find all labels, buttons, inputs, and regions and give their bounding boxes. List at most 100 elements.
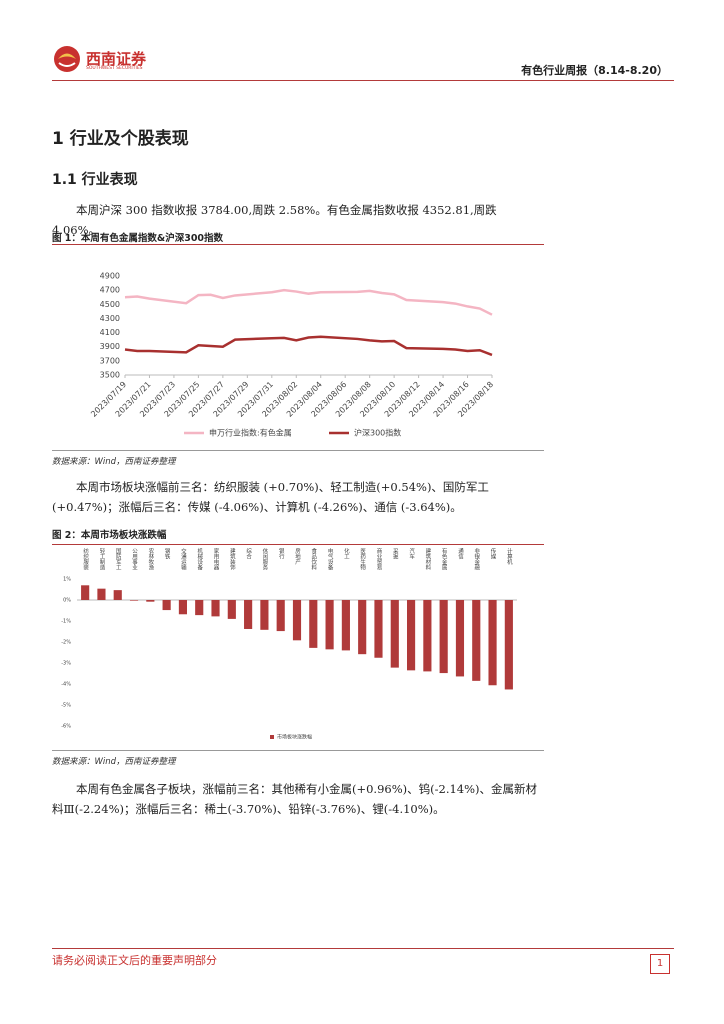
brand: 西南证券 [86,50,147,68]
category-label: 交通运输 [180,547,187,572]
bar [488,600,497,686]
y-tick-label: 1% [63,577,71,583]
logo [54,46,80,72]
category-label: 家用电器 [213,547,220,572]
category-label: 国防军工 [115,548,122,571]
category-label: 有色金属 [441,547,448,572]
bar [195,600,204,616]
chart: 1% 0% -1% -2% -3% -4% -5% -6% 纺织服装 轻工制造 国防军工 公用事业 农林… [61,547,517,741]
y-tick-label: 4100 [100,328,120,337]
bar [178,600,187,615]
category-label: 食品饮料 [310,547,317,572]
figure-rule [52,450,544,451]
category-label: 建筑装饰 [229,547,236,572]
bar [129,600,139,601]
legend-label: 市场板块涨跌幅 [277,734,312,741]
legend-label: 沪深300指数 [354,428,401,438]
header-rule [52,80,674,81]
y-tick-label: -2% [61,640,71,646]
bar [260,600,269,630]
bar [423,600,432,672]
category-label: 非银金融 [473,547,480,572]
figure-source: 数据来源：Wind，西南证券整理 [52,757,176,767]
category-label: 商业贸易 [375,547,382,572]
category-label: 休闲服务 [261,547,268,572]
bar [113,590,122,600]
bar [292,600,302,641]
y-tick-label: 4500 [100,300,120,309]
category-label: 传媒 [490,547,497,561]
bar [276,600,285,632]
figure-rule [52,750,544,751]
figure-caption: 图 1：本周有色金属指数&沪深300指数 [52,233,224,244]
y-tick-label: 0% [63,598,71,604]
category-label: 采掘 [392,547,399,561]
category-label: 建筑材料 [424,547,431,572]
bar [227,600,236,619]
category-label: 纺织服装 [82,547,89,572]
paragraph: 本周有色金属各子板块，涨幅前三名：其他稀有小金属(+0.96%)、钨(-2.14… [52,782,538,816]
category-label: 农林牧渔 [147,547,154,572]
bar [81,585,90,600]
y-tick-label: 3500 [100,371,120,380]
category-label: 汽车 [408,547,415,561]
line [124,288,493,316]
bar [472,600,481,681]
footer-rule [52,948,674,949]
y-tick-label: -4% [61,682,71,688]
y-tick-label: -5% [61,703,71,709]
page-number: 1 [650,954,670,974]
bar [325,600,334,650]
y-tick-label: 4900 [100,272,120,281]
legend-swatch [270,735,274,739]
bar [455,600,465,677]
category-label: 化工 [343,547,350,560]
category-label: 轻工制造 [98,547,105,572]
paragraph: 本周市场板块涨幅前三名：纺织服装 (+0.70%)、轻工制造(+0.54%)、国… [52,480,489,514]
bar [341,600,350,651]
bar [358,600,367,655]
y-tick-label: 3900 [100,342,120,351]
bar [309,600,318,648]
paragraph: 本周沪深 300 指数收报 3784.00,周跌 2.58%。有色金属指数收报 … [52,203,497,237]
category-label: 钢铁 [164,547,171,561]
bar [211,600,220,617]
legend-label: 申万行业指数:有色金属 [209,428,292,438]
figure-caption: 图 2：本周市场板块涨跌幅 [52,530,167,541]
category-label: 医药生物 [359,548,366,572]
bar [374,600,383,658]
y-tick-label: 4300 [100,314,120,323]
figure-source: 数据来源：Wind，西南证券整理 [52,457,176,467]
brand-en: SOUTHWEST SECURITIES [86,66,143,71]
category-label: 公用事业 [131,548,138,570]
figure-rule [52,244,544,245]
y-tick-label: -1% [61,619,71,625]
category-label: 通信 [457,547,464,561]
category-label: 银行 [278,547,285,561]
category-label: 电气设备 [327,547,334,572]
y-tick-label: 4700 [100,286,120,295]
chart: 350037003900410043004500470049002023/07/… [89,272,495,438]
bar [97,588,106,600]
line [124,335,493,357]
figure-rule [52,544,544,545]
y-tick-label: -6% [61,724,71,730]
disclaimer: 请务必阅读正文后的重要声明部分 [52,954,217,967]
bar [504,600,513,690]
bar [162,600,171,611]
y-tick-label: 3700 [100,356,120,365]
category-label: 计算机 [506,547,513,566]
category-label: 综合 [245,547,252,561]
bar [390,600,399,668]
bar [146,600,155,602]
category-label: 机械设备 [196,547,203,572]
bar [439,600,448,674]
bar [244,600,253,629]
subheading: 1.1 行业表现 [52,172,138,188]
y-tick-label: -3% [61,661,71,667]
heading: 1 行业及个股表现 [52,129,189,149]
category-label: 房地产 [294,547,301,566]
report-title: 有色行业周报（8.14-8.20） [521,64,668,77]
bar [407,600,416,671]
